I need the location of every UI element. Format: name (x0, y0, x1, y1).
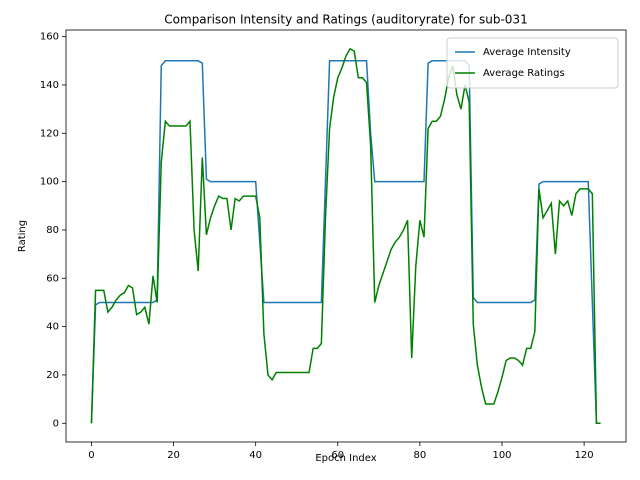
legend-box (446, 37, 619, 89)
legend-label: Average Intensity (483, 47, 571, 58)
plot-frame (65, 29, 627, 443)
y-tick-label: 80 (46, 225, 59, 236)
data-line (90, 47, 601, 425)
y-tick-label: 160 (40, 32, 59, 43)
data-line (90, 60, 601, 425)
x-tick-label: 60 (331, 450, 344, 461)
y-tick-label: 20 (46, 370, 59, 381)
chart-title: Comparison Intensity and Ratings (audito… (164, 13, 527, 27)
x-tick-label: 120 (575, 450, 594, 461)
y-axis-label: Rating (17, 220, 28, 252)
x-axis-label: Epoch Index (315, 453, 376, 464)
x-tick-label: 20 (167, 450, 180, 461)
y-tick-label: 60 (46, 273, 59, 284)
y-tick-label: 0 (53, 418, 59, 429)
y-tick-label: 100 (40, 177, 59, 188)
y-tick-label: 140 (40, 80, 59, 91)
x-tick-label: 0 (88, 450, 94, 461)
y-tick-label: 40 (46, 322, 59, 333)
y-tick-label: 120 (40, 128, 59, 139)
x-tick-label: 100 (492, 450, 511, 461)
x-tick-label: 40 (249, 450, 262, 461)
x-tick-label: 80 (414, 450, 427, 461)
legend-label: Average Ratings (483, 68, 565, 79)
